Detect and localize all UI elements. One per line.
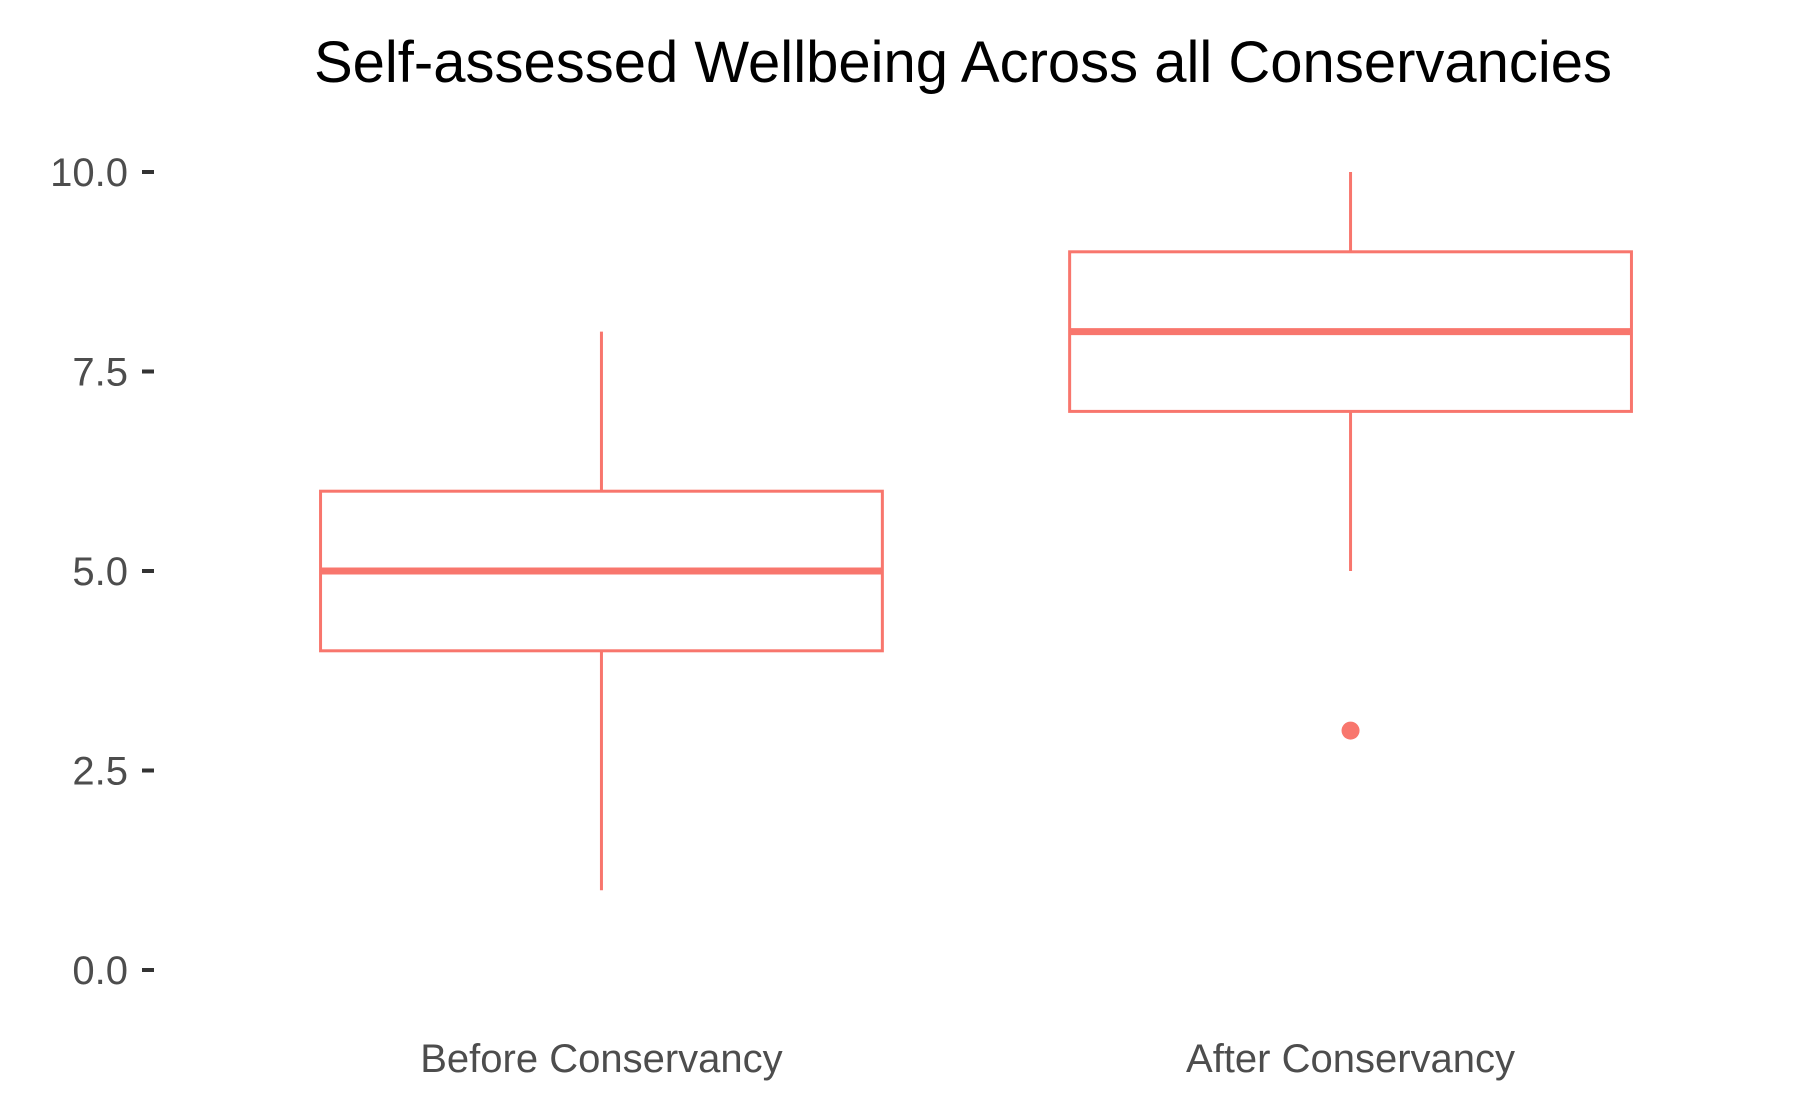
x-tick-label: After Conservancy [1186,1037,1515,1081]
outlier-point [1341,721,1360,740]
boxes [319,172,1633,891]
y-axis: 0.0 2.5 5.0 7.5 10.0 [50,151,154,993]
y-tick-label: 0.0 [72,949,128,993]
x-tick-label: Before Conservancy [420,1037,782,1081]
y-tick-label: 5.0 [72,550,128,594]
box-group [1068,172,1633,740]
y-tick-label: 7.5 [72,351,128,395]
y-tick-label: 2.5 [72,750,128,794]
box-group [319,331,884,891]
x-axis: Before Conservancy After Conservancy [420,1037,1515,1081]
y-tick-label: 10.0 [50,151,128,195]
chart-title: Self-assessed Wellbeing Across all Conse… [314,30,1612,95]
